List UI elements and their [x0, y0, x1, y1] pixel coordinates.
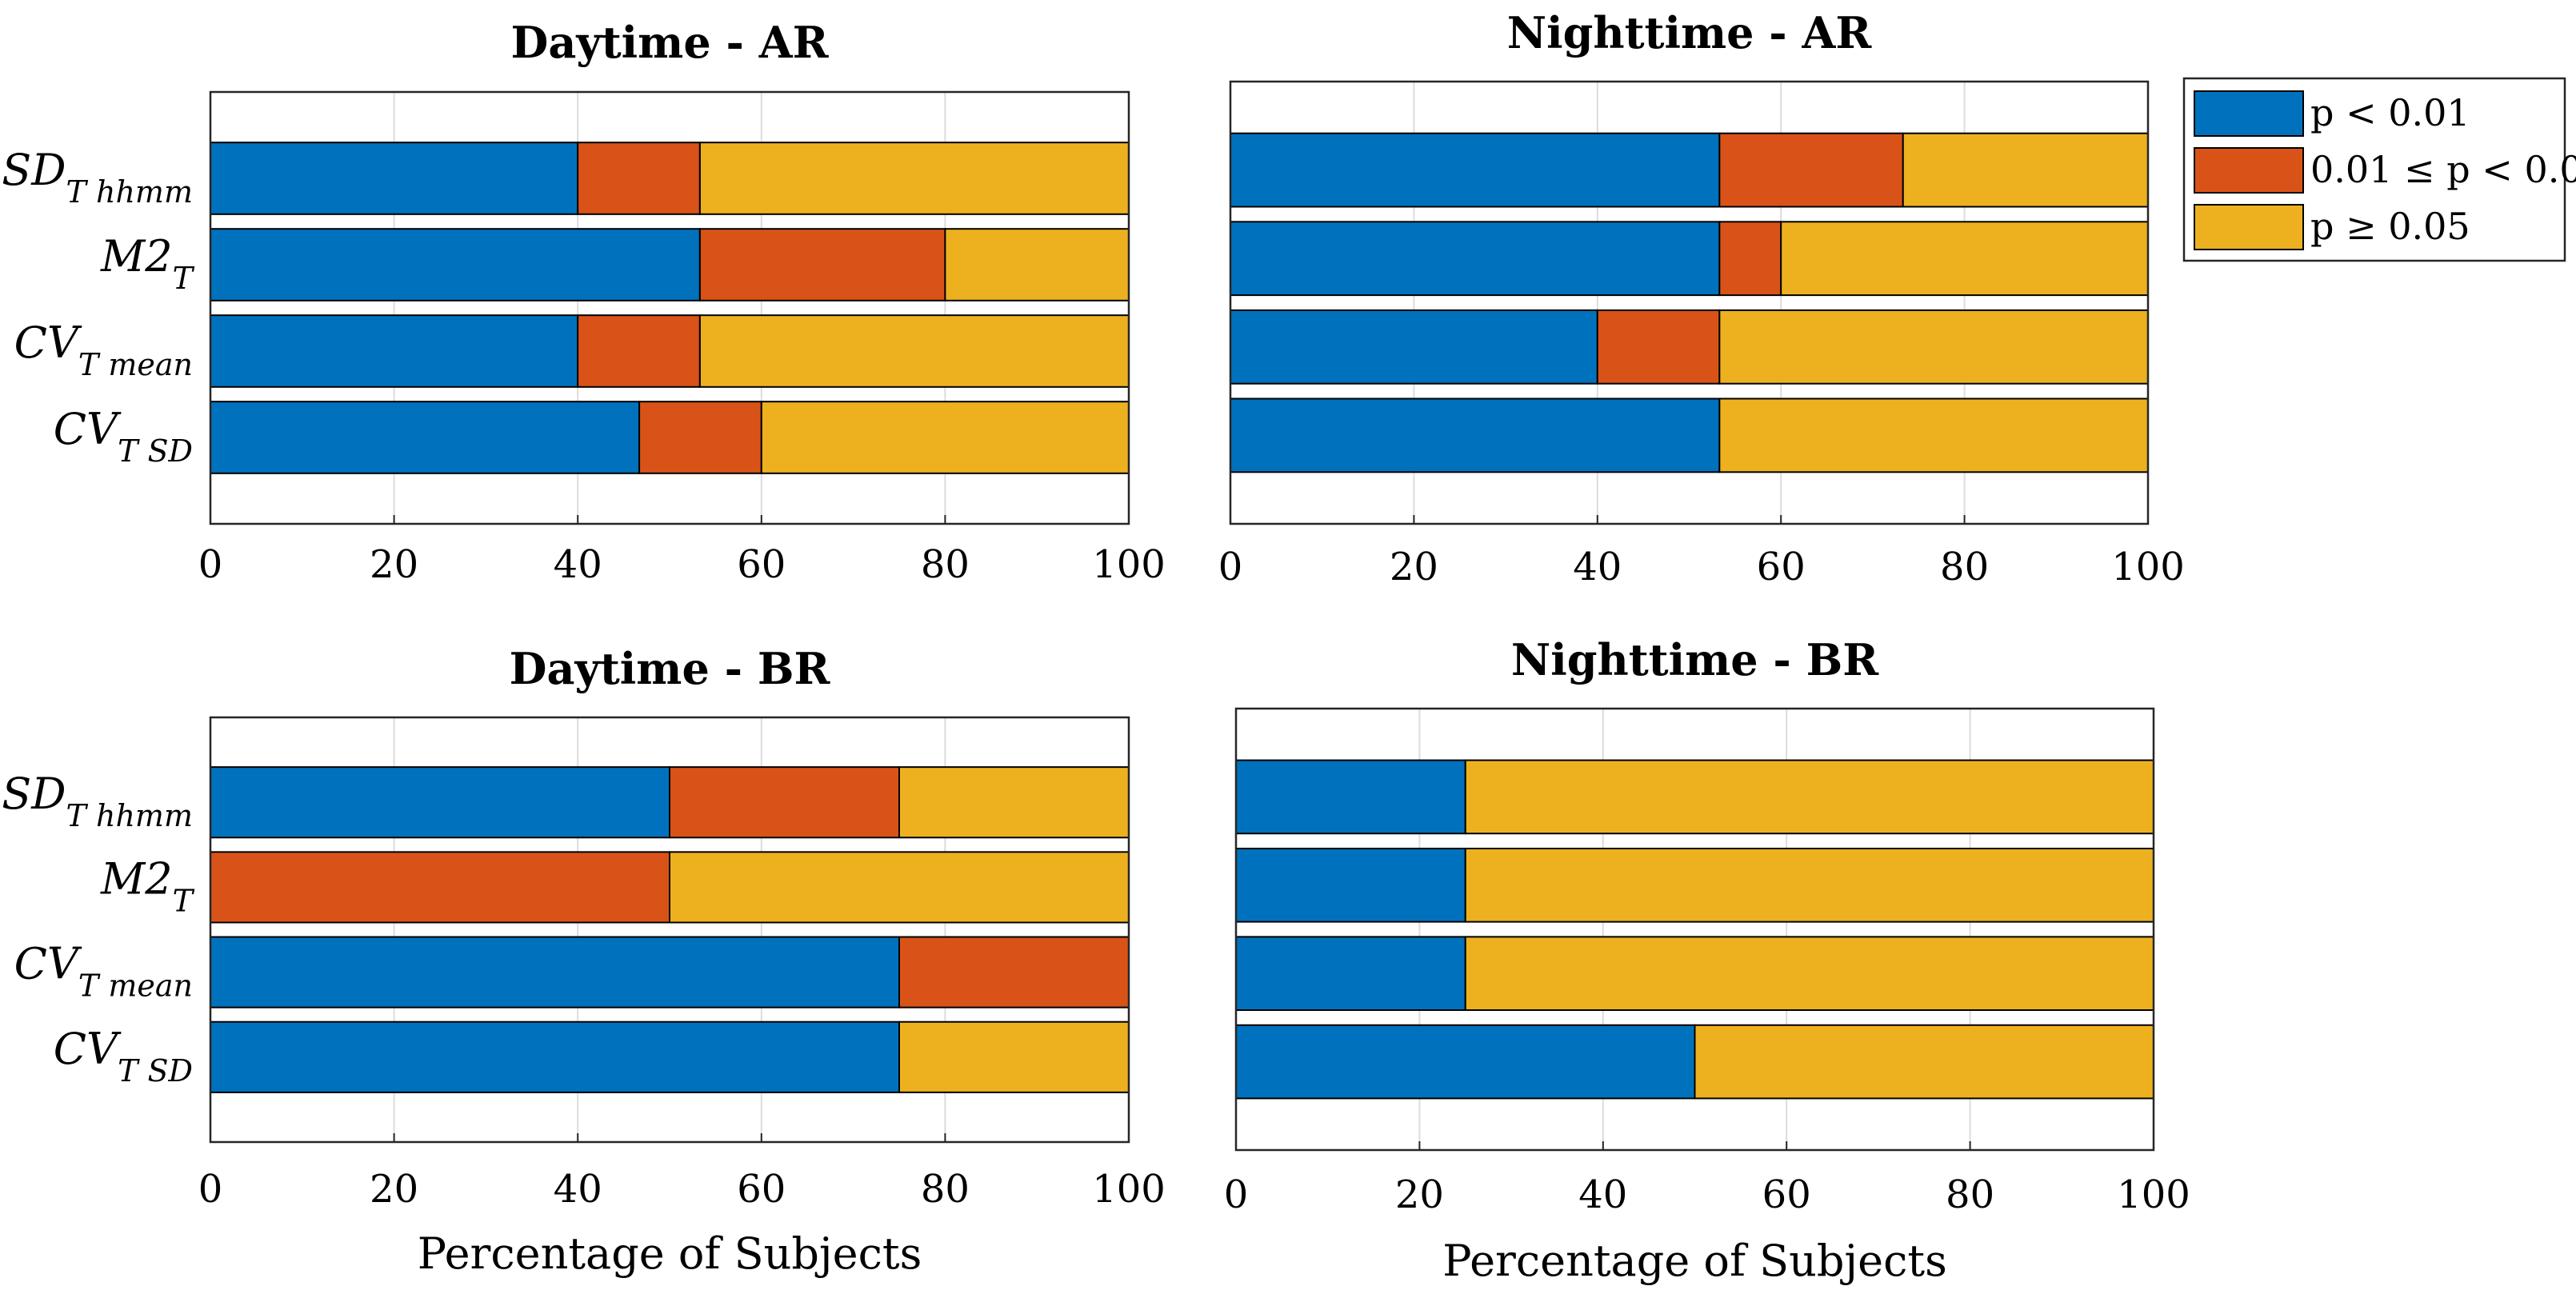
category-label: SDT hhmm [2, 145, 193, 210]
bar-segment [1902, 132, 2149, 208]
bar-segment [1230, 397, 1721, 473]
x-tick-label: 0 [1224, 1172, 1249, 1217]
bar-segment [210, 936, 900, 1008]
bar-segment [638, 401, 762, 474]
category-label: CVT SD [54, 1024, 193, 1088]
x-tick-label: 40 [1578, 1172, 1627, 1217]
bar-segment [669, 851, 1130, 924]
bar-segment [210, 851, 670, 924]
axes-frame [209, 90, 1130, 525]
bar-segment [698, 228, 946, 302]
bar-segment [1596, 309, 1721, 385]
panel-title: Daytime - AR [511, 17, 830, 68]
panel-4: 0 20 40 60 80 100 Nighttime - BR Percentage of … [1224, 634, 2190, 1286]
x-tick-label: 80 [921, 1167, 970, 1212]
bar-segment [898, 936, 1130, 1008]
bar-segment [210, 1020, 900, 1093]
legend-swatch [2194, 204, 2304, 250]
bar-segment [1235, 1024, 1696, 1100]
x-axis-label: Percentage of Subjects [418, 1228, 922, 1279]
x-tick-label: 40 [554, 1167, 602, 1212]
axes-frame [1229, 80, 2150, 525]
x-tick-label: 60 [1762, 1172, 1811, 1217]
bar-segment [210, 314, 579, 388]
x-tick-label: 60 [737, 542, 786, 587]
panel-1: SDT hhmm M2T CVT mean CVT SD 0 20 40 60 80 100 Day… [2, 17, 1166, 587]
x-tick-label: 20 [370, 542, 418, 587]
axes-frame [1234, 707, 2155, 1152]
x-tick-label: 80 [1946, 1172, 1994, 1217]
bar-segment [1718, 397, 2150, 473]
x-tick-label: 60 [1757, 545, 1806, 589]
panel-title: Daytime - BR [510, 643, 831, 694]
bar-segment [1464, 759, 2154, 835]
category-label: CVT mean [14, 318, 193, 382]
bar-segment [210, 142, 579, 215]
x-tick-label: 100 [1092, 1167, 1166, 1212]
bar-segment [698, 142, 1130, 215]
category-label: M2T [100, 853, 195, 918]
bar-segment [760, 401, 1130, 474]
bar-segment [1718, 132, 1904, 208]
legend-label: 0.01 ≤ p < 0.05 [2310, 148, 2576, 191]
x-tick-label: 20 [1395, 1172, 1444, 1217]
bar-segment [1235, 759, 1466, 835]
bar-segment [898, 1020, 1130, 1093]
bar-segment [1780, 221, 2149, 297]
bar-segment [1694, 1024, 2154, 1100]
x-tick-label: 40 [554, 542, 602, 587]
x-tick-label: 100 [2111, 545, 2185, 589]
bar-segment [1235, 936, 1466, 1012]
x-tick-label: 100 [2117, 1172, 2190, 1217]
x-tick-label: 0 [1218, 545, 1243, 589]
bar-segment [669, 766, 900, 839]
x-tick-label: 60 [737, 1167, 786, 1212]
bar-segment [577, 314, 701, 388]
legend-swatch [2194, 147, 2304, 194]
x-tick-label: 0 [198, 1167, 223, 1212]
bar-segment [898, 766, 1130, 839]
x-tick-label: 20 [370, 1167, 418, 1212]
x-tick-label: 100 [1092, 542, 1166, 587]
x-axis-label: Percentage of Subjects [1442, 1236, 1947, 1286]
category-label: M2T [100, 231, 195, 296]
panel-3: SDT hhmm M2T CVT mean CVT SD 0 20 40 60 80 100 Day… [2, 643, 1166, 1279]
x-tick-label: 0 [198, 542, 223, 587]
legend: p < 0.01 0.01 ≤ p < 0.05 p ≥ 0.05 [2182, 77, 2576, 262]
bar-segment [1718, 309, 2150, 385]
panel-2: 0 20 40 60 80 100 Nighttime - AR [1218, 7, 2185, 589]
bar-segment [698, 314, 1130, 388]
bar-segment [1464, 936, 2154, 1012]
bar-segment [1230, 309, 1598, 385]
bar-segment [210, 401, 641, 474]
bar-segment [210, 228, 701, 302]
bar-segment [1230, 132, 1721, 208]
bar-segment [577, 142, 701, 215]
bar-segment [210, 766, 670, 839]
bar-segment [944, 228, 1130, 302]
legend-label: p ≥ 0.05 [2310, 205, 2470, 248]
bar-segment [1718, 221, 1782, 297]
axes-frame [209, 716, 1130, 1144]
category-label: SDT hhmm [2, 769, 193, 833]
bar-segment [1464, 847, 2154, 923]
x-tick-label: 80 [1940, 545, 1989, 589]
x-tick-label: 20 [1390, 545, 1438, 589]
panel-title: Nighttime - BR [1511, 634, 1879, 685]
bar-segment [1230, 221, 1721, 297]
category-label: CVT SD [54, 404, 193, 469]
panel-title: Nighttime - AR [1507, 7, 1873, 58]
x-tick-label: 40 [1573, 545, 1622, 589]
panels: SDT hhmm M2T CVT mean CVT SD 0 20 40 60 80 100 Day… [2, 7, 2190, 1286]
bar-segment [1235, 847, 1466, 923]
legend-swatch [2194, 90, 2304, 137]
legend-label: p < 0.01 [2310, 91, 2470, 134]
category-label: CVT mean [14, 939, 193, 1004]
x-tick-label: 80 [921, 542, 970, 587]
